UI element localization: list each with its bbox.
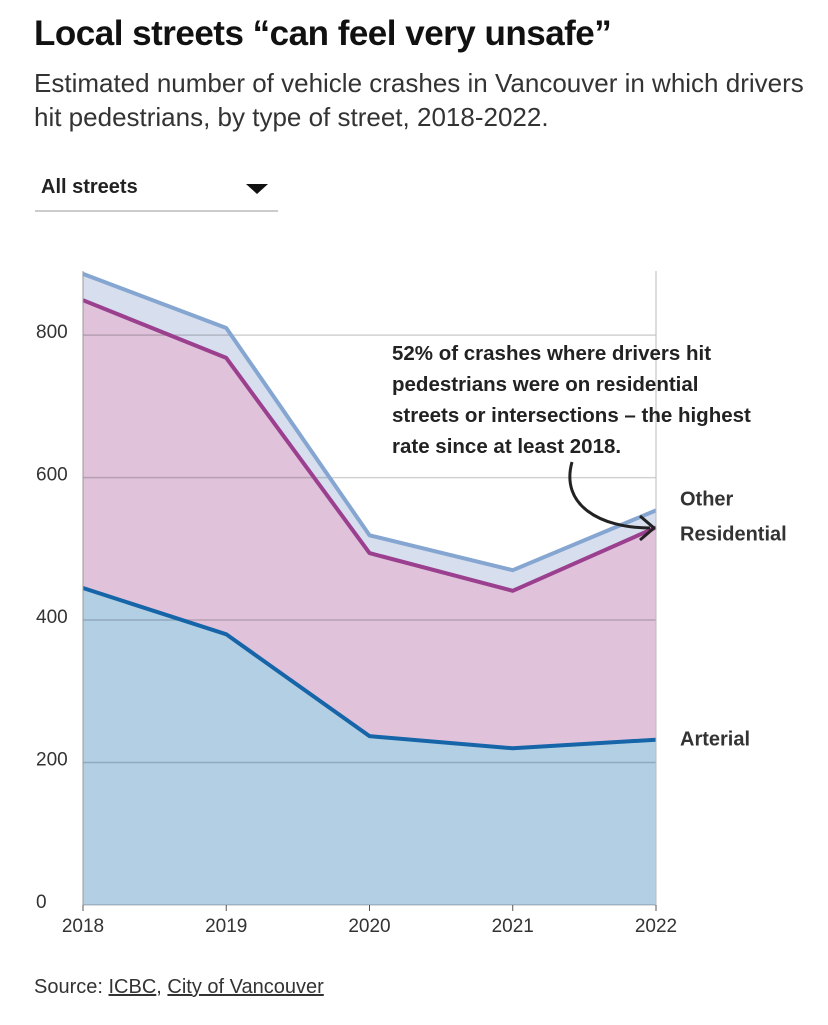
dropdown-arrow xyxy=(246,184,268,194)
chart-title: Local streets “can feel very unsafe” xyxy=(34,14,612,53)
y-tick-label: 600 xyxy=(36,465,68,486)
y-tick-label: 0 xyxy=(36,892,47,913)
series-label: Arterial xyxy=(680,728,750,750)
y-tick-label: 800 xyxy=(36,322,68,343)
area xyxy=(83,273,656,591)
x-tick-label: 2018 xyxy=(62,916,104,937)
x-tick-label: 2019 xyxy=(205,916,247,937)
x-tick-label: 2022 xyxy=(635,916,677,937)
street-type-dropdown[interactable]: All streets xyxy=(35,172,278,212)
annotation: 52% of crashes where drivers hit pedestr… xyxy=(392,342,751,458)
annotation-arrowhead xyxy=(639,514,656,542)
series-line xyxy=(82,271,657,573)
x-tick-label: 2020 xyxy=(348,916,390,937)
y-tick-label: 200 xyxy=(36,750,68,771)
source: Source: ICBC, City of Vancouver xyxy=(34,976,324,999)
series-line xyxy=(82,298,657,593)
series-line xyxy=(82,586,657,751)
source-separator: , xyxy=(156,976,162,998)
y-tick-label: 400 xyxy=(36,607,68,628)
area xyxy=(83,300,656,749)
chart-subtitle: Estimated number of vehicle crashes in V… xyxy=(34,68,804,132)
area xyxy=(83,588,656,905)
annotation-arrow xyxy=(568,461,651,530)
x-tick-label: 2021 xyxy=(492,916,534,937)
series-label: Other xyxy=(680,488,734,510)
dropdown-label: All streets xyxy=(41,176,138,198)
series-label: Residential xyxy=(680,523,787,545)
source-link[interactable]: ICBC xyxy=(108,976,157,998)
source-label: Source: xyxy=(34,976,103,998)
source-link[interactable]: City of Vancouver xyxy=(167,976,324,998)
